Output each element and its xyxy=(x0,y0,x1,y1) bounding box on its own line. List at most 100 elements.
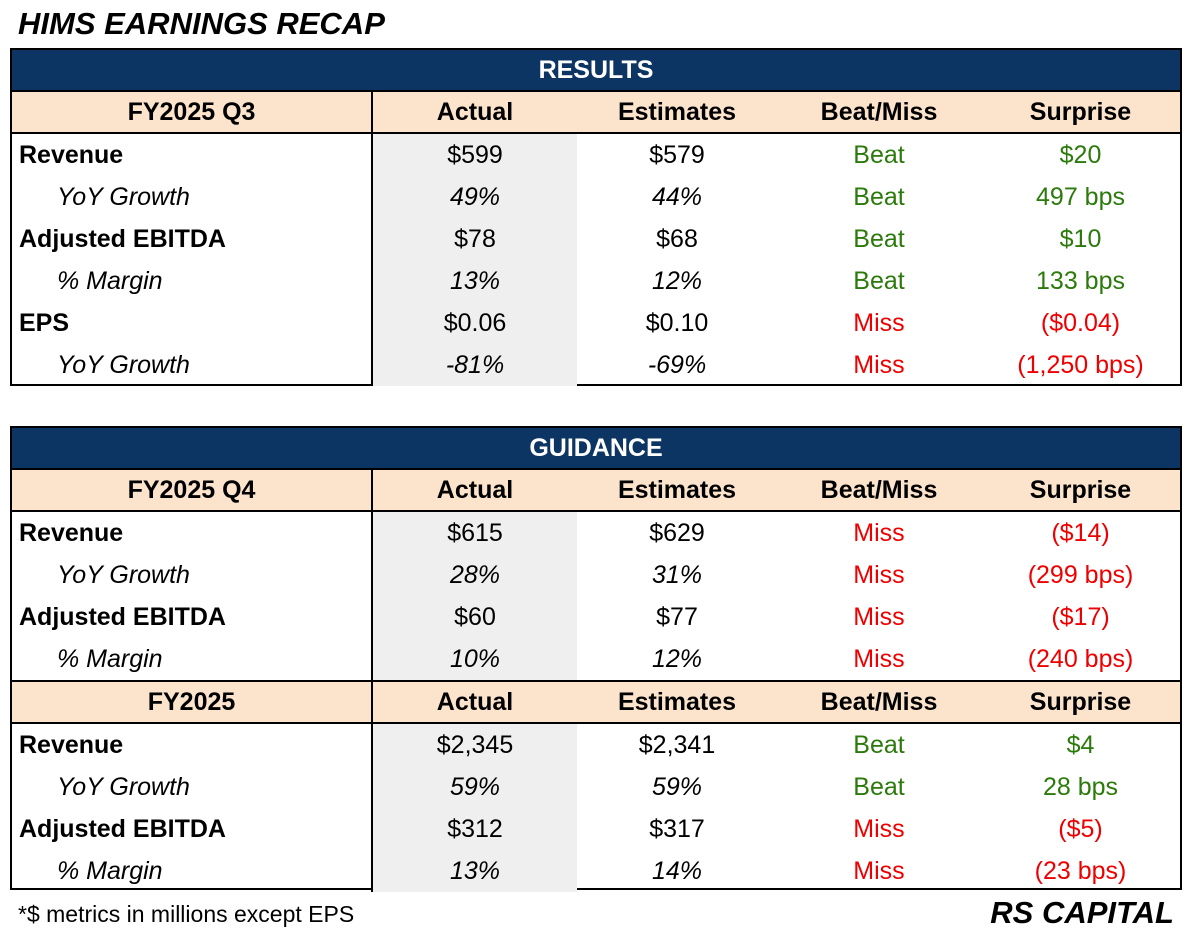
surprise-header: Surprise xyxy=(1029,688,1132,716)
beat-miss-value: Miss xyxy=(853,645,905,673)
metric-label: Adjusted EBITDA xyxy=(12,218,373,260)
table-row: YoY Growth 28% 31% Miss (299 bps) xyxy=(12,554,1180,596)
estimate-value: $629 xyxy=(649,519,705,547)
surprise-header: Surprise xyxy=(1029,98,1132,126)
beat-miss-value: Miss xyxy=(853,309,905,337)
estimate-value: 12% xyxy=(651,645,703,673)
actual-value: 13% xyxy=(373,260,577,302)
beat-miss-value: Beat xyxy=(853,731,905,759)
table-row: % Margin 10% 12% Miss (240 bps) xyxy=(12,638,1180,680)
actual-value: $615 xyxy=(373,512,577,554)
actual-value: $599 xyxy=(373,134,577,176)
table-row: Adjusted EBITDA $78 $68 Beat $10 xyxy=(12,218,1180,260)
brand-name: RS CAPITAL xyxy=(990,895,1174,930)
actual-value: 10% xyxy=(373,638,577,680)
estimates-header: Estimates xyxy=(617,688,737,716)
table-row: EPS $0.06 $0.10 Miss ($0.04) xyxy=(12,302,1180,344)
metric-label: EPS xyxy=(12,302,373,344)
surprise-value: (240 bps) xyxy=(1027,645,1134,673)
beat-miss-value: Miss xyxy=(853,603,905,631)
q4-column-header: FY2025 Q4 Actual Estimates Beat/Miss Sur… xyxy=(12,470,1180,512)
actual-value: 49% xyxy=(373,176,577,218)
table-row: % Margin 13% 12% Beat 133 bps xyxy=(12,260,1180,302)
results-column-header: FY2025 Q3 Actual Estimates Beat/Miss Sur… xyxy=(12,92,1180,134)
metric-label: Revenue xyxy=(12,512,373,554)
actual-value: 59% xyxy=(373,766,577,808)
results-section-header: RESULTS xyxy=(12,50,1180,92)
beat-miss-header: Beat/Miss xyxy=(820,688,938,716)
surprise-value: 28 bps xyxy=(1042,773,1119,801)
actual-header: Actual xyxy=(436,476,514,504)
page-title: HIMS EARNINGS RECAP xyxy=(18,6,385,41)
estimate-value: -69% xyxy=(647,351,707,379)
metric-label: % Margin xyxy=(12,638,373,680)
table-row: Revenue $2,345 $2,341 Beat $4 xyxy=(12,724,1180,766)
surprise-value: (23 bps) xyxy=(1034,857,1127,885)
beat-miss-value: Beat xyxy=(853,773,905,801)
surprise-value: $10 xyxy=(1059,225,1102,253)
metric-label: % Margin xyxy=(12,850,373,892)
table-row: % Margin 13% 14% Miss (23 bps) xyxy=(12,850,1180,892)
estimate-value: 12% xyxy=(651,267,703,295)
metric-label: Adjusted EBITDA xyxy=(12,808,373,850)
metric-label: Revenue xyxy=(12,134,373,176)
footnote: *$ metrics in millions except EPS xyxy=(18,901,355,927)
metric-label: YoY Growth xyxy=(12,176,373,218)
estimates-header: Estimates xyxy=(617,98,737,126)
period-header: FY2025 xyxy=(12,682,373,722)
metric-label: YoY Growth xyxy=(12,554,373,596)
metric-label: Revenue xyxy=(12,724,373,766)
table-row: YoY Growth 49% 44% Beat 497 bps xyxy=(12,176,1180,218)
estimate-value: $2,341 xyxy=(638,731,716,759)
actual-value: -81% xyxy=(373,344,577,386)
surprise-value: $4 xyxy=(1066,731,1095,759)
estimate-value: $0.10 xyxy=(645,309,709,337)
actual-value: $312 xyxy=(373,808,577,850)
actual-value: $2,345 xyxy=(373,724,577,766)
estimate-value: 31% xyxy=(651,561,703,589)
surprise-value: $20 xyxy=(1059,141,1102,169)
estimate-value: $579 xyxy=(649,141,705,169)
metric-label: YoY Growth xyxy=(12,766,373,808)
surprise-value: ($17) xyxy=(1051,603,1110,631)
table-row: Adjusted EBITDA $312 $317 Miss ($5) xyxy=(12,808,1180,850)
guidance-table: GUIDANCE FY2025 Q4 Actual Estimates Beat… xyxy=(10,426,1182,892)
actual-header: Actual xyxy=(436,688,514,716)
beat-miss-value: Miss xyxy=(853,519,905,547)
surprise-value: ($14) xyxy=(1051,519,1110,547)
table-row: YoY Growth 59% 59% Beat 28 bps xyxy=(12,766,1180,808)
beat-miss-header: Beat/Miss xyxy=(820,476,938,504)
beat-miss-header: Beat/Miss xyxy=(820,98,938,126)
metric-label: Adjusted EBITDA xyxy=(12,596,373,638)
beat-miss-value: Miss xyxy=(853,561,905,589)
metric-label: YoY Growth xyxy=(12,344,373,386)
actual-value: 13% xyxy=(373,850,577,892)
table-row: YoY Growth -81% -69% Miss (1,250 bps) xyxy=(12,344,1180,386)
actual-value: 28% xyxy=(373,554,577,596)
surprise-value: 133 bps xyxy=(1036,267,1125,295)
actual-header: Actual xyxy=(436,98,514,126)
surprise-header: Surprise xyxy=(1029,476,1132,504)
surprise-value: ($5) xyxy=(1058,815,1103,843)
actual-value: $0.06 xyxy=(373,302,577,344)
period-header: FY2025 Q3 xyxy=(12,92,373,132)
beat-miss-value: Beat xyxy=(853,225,905,253)
estimate-value: $68 xyxy=(656,225,698,253)
actual-value: $60 xyxy=(373,596,577,638)
period-header: FY2025 Q4 xyxy=(12,470,373,510)
surprise-value: ($0.04) xyxy=(1040,309,1121,337)
estimate-value: $317 xyxy=(649,815,705,843)
beat-miss-value: Beat xyxy=(853,267,905,295)
beat-miss-value: Miss xyxy=(853,815,905,843)
estimate-value: 14% xyxy=(651,857,703,885)
beat-miss-value: Beat xyxy=(853,141,905,169)
estimates-header: Estimates xyxy=(617,476,737,504)
table-row: Revenue $615 $629 Miss ($14) xyxy=(12,512,1180,554)
metric-label: % Margin xyxy=(12,260,373,302)
table-row: Adjusted EBITDA $60 $77 Miss ($17) xyxy=(12,596,1180,638)
estimate-value: 44% xyxy=(651,183,703,211)
guidance-section-header: GUIDANCE xyxy=(12,428,1180,470)
surprise-value: (299 bps) xyxy=(1027,561,1134,589)
beat-miss-value: Beat xyxy=(853,183,905,211)
beat-miss-value: Miss xyxy=(853,351,905,379)
